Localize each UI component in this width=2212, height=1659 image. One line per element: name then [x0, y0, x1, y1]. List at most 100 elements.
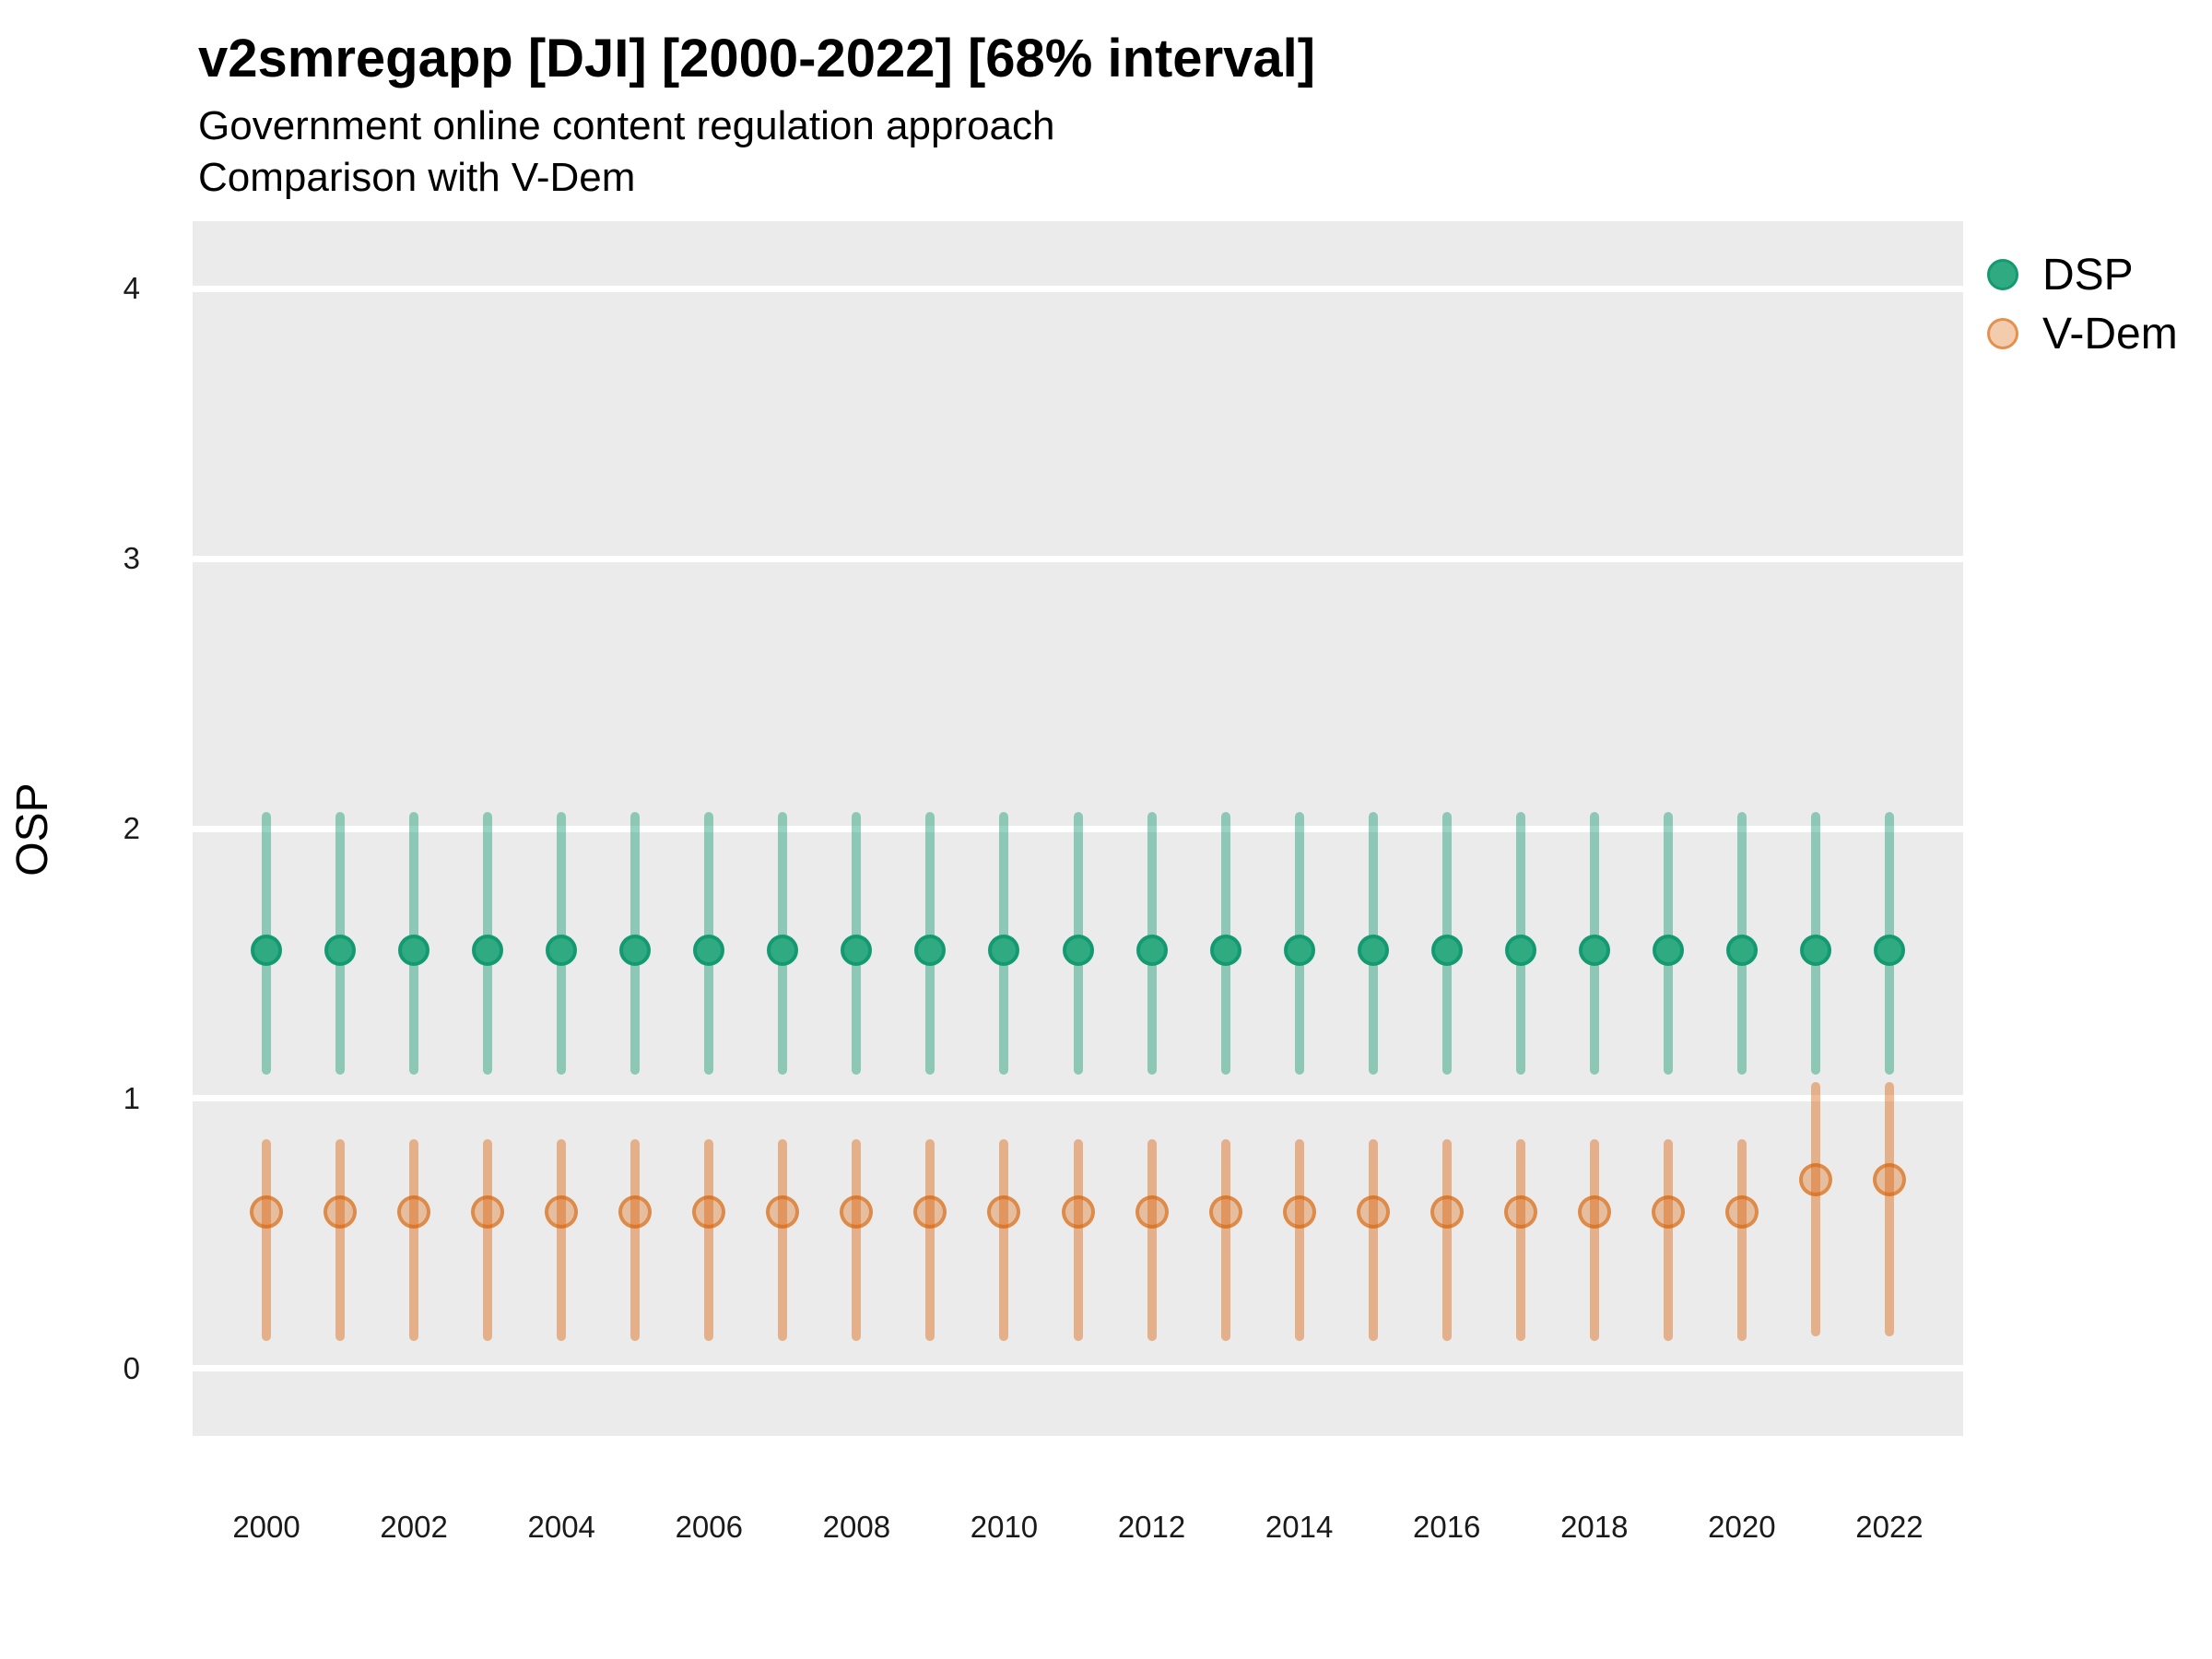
- data-point-dsp-2004: [546, 934, 578, 966]
- data-point-v-dem-2005: [618, 1194, 653, 1229]
- interval-bar-v-dem-2009: [925, 1138, 935, 1342]
- data-point-v-dem-2022: [1872, 1162, 1906, 1196]
- data-point-v-dem-2008: [840, 1194, 874, 1229]
- interval-bar-v-dem-2008: [852, 1138, 862, 1342]
- data-point-dsp-2003: [472, 934, 504, 966]
- data-point-dsp-2001: [324, 934, 357, 966]
- data-point-v-dem-2020: [1724, 1194, 1759, 1229]
- x-tick-label-2004: 2004: [527, 1510, 595, 1544]
- x-tick-label-2016: 2016: [1412, 1510, 1481, 1544]
- interval-bar-v-dem-2013: [1220, 1138, 1230, 1342]
- data-point-v-dem-2003: [471, 1194, 505, 1229]
- interval-bar-v-dem-2017: [1515, 1138, 1525, 1342]
- data-point-v-dem-2013: [1208, 1194, 1242, 1229]
- y-tick-label-0: 0: [123, 1350, 140, 1385]
- chart-subtitle-line2: Comparison with V-Dem: [198, 155, 636, 200]
- interval-bar-v-dem-2015: [1368, 1138, 1378, 1342]
- x-tick-label-2008: 2008: [822, 1510, 891, 1544]
- interval-bar-v-dem-2016: [1441, 1138, 1452, 1342]
- data-point-dsp-2011: [1062, 934, 1094, 966]
- plot-panel: [193, 221, 1963, 1436]
- interval-bar-v-dem-2018: [1589, 1138, 1599, 1342]
- data-point-dsp-2013: [1209, 934, 1241, 966]
- data-point-v-dem-2004: [545, 1194, 579, 1229]
- data-point-v-dem-2010: [987, 1194, 1021, 1229]
- data-point-v-dem-2014: [1282, 1194, 1316, 1229]
- interval-bar-v-dem-2004: [557, 1138, 567, 1342]
- data-point-dsp-2021: [1799, 934, 1831, 966]
- interval-bar-v-dem-2010: [999, 1138, 1009, 1342]
- data-point-dsp-2005: [619, 934, 652, 966]
- data-point-dsp-2015: [1357, 934, 1389, 966]
- data-point-v-dem-2016: [1430, 1194, 1464, 1229]
- gridline-y-1: [193, 1095, 1963, 1102]
- y-tick-label-1: 1: [123, 1080, 140, 1115]
- data-point-dsp-2007: [767, 934, 799, 966]
- data-point-v-dem-2017: [1503, 1194, 1537, 1229]
- data-point-dsp-2012: [1135, 934, 1168, 966]
- interval-bar-v-dem-2011: [1073, 1138, 1083, 1342]
- data-point-v-dem-2009: [913, 1194, 947, 1229]
- chart-subtitle-line1: Government online content regulation app…: [198, 103, 1055, 148]
- data-point-v-dem-2018: [1577, 1194, 1611, 1229]
- data-point-v-dem-2012: [1135, 1194, 1169, 1229]
- interval-bar-v-dem-2006: [704, 1138, 714, 1342]
- interval-bar-v-dem-2021: [1810, 1082, 1820, 1336]
- data-point-v-dem-2002: [397, 1194, 431, 1229]
- legend-swatch-v-dem-icon: [1987, 318, 2018, 349]
- data-point-dsp-2006: [693, 934, 725, 966]
- data-point-dsp-2000: [251, 934, 283, 966]
- data-point-v-dem-2000: [250, 1194, 284, 1229]
- interval-bar-v-dem-2012: [1147, 1138, 1157, 1342]
- data-point-v-dem-2006: [692, 1194, 726, 1229]
- gridline-y-3: [193, 555, 1963, 562]
- interval-bar-v-dem-2020: [1736, 1138, 1747, 1342]
- data-point-dsp-2017: [1504, 934, 1536, 966]
- x-tick-label-2020: 2020: [1708, 1510, 1776, 1544]
- x-tick-label-2022: 2022: [1855, 1510, 1924, 1544]
- data-point-dsp-2002: [398, 934, 430, 966]
- gridline-y-4: [193, 285, 1963, 292]
- data-point-dsp-2020: [1725, 934, 1758, 966]
- y-tick-label-2: 2: [123, 811, 140, 845]
- data-point-v-dem-2019: [1651, 1194, 1685, 1229]
- interval-bar-v-dem-2002: [409, 1138, 419, 1342]
- gridline-y-0: [193, 1365, 1963, 1372]
- legend: DSP V-Dem: [1987, 245, 2178, 363]
- interval-bar-v-dem-2022: [1884, 1082, 1894, 1336]
- x-tick-label-2002: 2002: [380, 1510, 448, 1544]
- interval-bar-v-dem-2000: [262, 1138, 272, 1342]
- data-point-v-dem-2001: [324, 1194, 358, 1229]
- legend-item-v-dem: V-Dem: [1987, 304, 2178, 363]
- y-tick-label-3: 3: [123, 541, 140, 576]
- data-point-dsp-2018: [1578, 934, 1610, 966]
- interval-bar-v-dem-2005: [630, 1138, 641, 1342]
- interval-bar-v-dem-2007: [778, 1138, 788, 1342]
- x-tick-label-2006: 2006: [675, 1510, 743, 1544]
- x-tick-label-2014: 2014: [1265, 1510, 1334, 1544]
- legend-swatch-dsp-icon: [1987, 259, 2018, 290]
- interval-bar-v-dem-2003: [483, 1138, 493, 1342]
- data-point-v-dem-2015: [1356, 1194, 1390, 1229]
- data-point-dsp-2022: [1873, 934, 1905, 966]
- x-tick-label-2018: 2018: [1560, 1510, 1629, 1544]
- chart-title: v2smregapp [DJI] [2000-2022] [68% interv…: [198, 29, 1316, 88]
- data-point-dsp-2016: [1430, 934, 1463, 966]
- legend-item-dsp: DSP: [1987, 245, 2178, 304]
- data-point-v-dem-2021: [1798, 1162, 1832, 1196]
- data-point-dsp-2019: [1652, 934, 1684, 966]
- interval-bar-v-dem-2019: [1663, 1138, 1673, 1342]
- data-point-dsp-2009: [914, 934, 947, 966]
- x-tick-label-2010: 2010: [970, 1510, 1039, 1544]
- x-tick-label-2012: 2012: [1117, 1510, 1186, 1544]
- data-point-v-dem-2011: [1061, 1194, 1095, 1229]
- interval-bar-v-dem-2014: [1294, 1138, 1304, 1342]
- interval-bar-v-dem-2001: [335, 1138, 346, 1342]
- gridline-y-2: [193, 825, 1963, 832]
- data-point-dsp-2008: [841, 934, 873, 966]
- data-point-dsp-2010: [988, 934, 1020, 966]
- x-tick-label-2000: 2000: [232, 1510, 300, 1544]
- data-point-v-dem-2007: [766, 1194, 800, 1229]
- legend-label-dsp: DSP: [2042, 250, 2134, 300]
